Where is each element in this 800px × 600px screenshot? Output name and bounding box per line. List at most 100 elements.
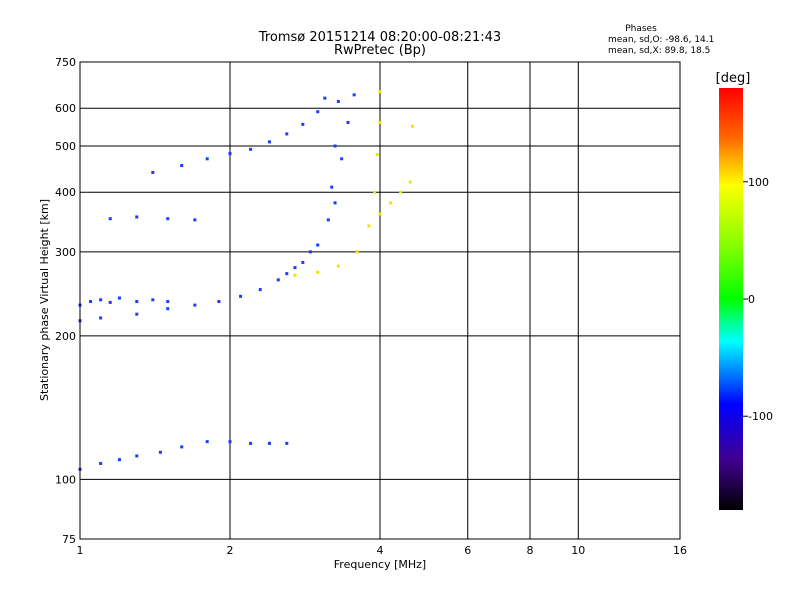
data-point xyxy=(99,461,103,465)
data-point xyxy=(267,140,271,144)
colorbar-tick-label: -100 xyxy=(748,410,773,423)
data-point xyxy=(135,215,139,219)
y-tick-label: 75 xyxy=(62,533,76,546)
chart-title: Tromsø 20151214 08:20:00-08:21:43 xyxy=(258,30,501,45)
data-point xyxy=(316,270,320,274)
data-point xyxy=(375,152,379,156)
data-point xyxy=(293,273,297,277)
data-point xyxy=(180,445,184,449)
y-tick-label: 400 xyxy=(55,186,76,199)
data-point xyxy=(285,272,289,276)
data-point xyxy=(205,440,209,444)
x-tick-label: 2 xyxy=(227,544,234,557)
data-point xyxy=(239,294,243,298)
data-point xyxy=(285,132,289,136)
data-point xyxy=(135,300,139,304)
x-tick-labels: 1 2 4 6 8 10 16 xyxy=(77,544,688,557)
y-axis-label: Stationary phase Virtual Height [km] xyxy=(38,199,51,401)
data-point xyxy=(308,250,312,254)
data-point xyxy=(205,157,209,161)
plot-frame xyxy=(79,61,681,540)
y-tick-label: 600 xyxy=(55,102,76,115)
data-point xyxy=(373,190,377,194)
data-point xyxy=(316,243,320,247)
data-point xyxy=(158,450,162,454)
colorbar-label: [deg] xyxy=(716,71,751,86)
chart-subtitle: RwPretec (Bp) xyxy=(334,43,426,58)
colorbar-tick-label: 100 xyxy=(748,176,769,189)
data-point xyxy=(333,144,337,148)
data-point xyxy=(355,250,359,254)
x-axis-label: Frequency [MHz] xyxy=(334,558,426,571)
x-tick-label: 1 xyxy=(77,544,84,557)
y-tick-label: 500 xyxy=(55,140,76,153)
data-point xyxy=(193,218,197,222)
data-point xyxy=(193,303,197,307)
data-point xyxy=(151,170,155,174)
data-point xyxy=(301,122,305,126)
data-point xyxy=(166,300,170,304)
y-tick-label: 300 xyxy=(55,246,76,259)
data-point xyxy=(166,307,170,311)
phases-heading: Phases xyxy=(625,24,657,34)
data-point xyxy=(267,441,271,445)
data-point xyxy=(258,288,262,292)
data-point xyxy=(99,316,103,320)
data-point xyxy=(135,312,139,316)
data-point xyxy=(89,300,93,304)
data-point xyxy=(135,454,139,458)
x-tick-label: 16 xyxy=(673,544,687,557)
data-point xyxy=(336,99,340,103)
data-point xyxy=(336,264,340,268)
data-point xyxy=(249,441,253,445)
data-point xyxy=(99,298,103,302)
data-point xyxy=(378,121,382,125)
y-tick-label: 100 xyxy=(55,473,76,486)
data-point xyxy=(151,298,155,302)
colorbar-ticks: 100 0 -100 xyxy=(743,176,773,423)
data-point xyxy=(399,190,403,194)
data-point xyxy=(276,278,280,282)
colorbar-tick-label: 0 xyxy=(748,293,755,306)
data-point xyxy=(301,260,305,264)
data-point xyxy=(249,147,253,151)
data-point xyxy=(378,212,382,216)
data-point xyxy=(346,121,350,125)
data-point xyxy=(293,266,297,270)
colorbar xyxy=(719,88,743,510)
phases-o-stats: mean, sd,O: -98.6, 14.1 xyxy=(608,35,714,45)
y-tick-label: 750 xyxy=(55,56,76,69)
data-points xyxy=(78,90,415,471)
data-point xyxy=(316,110,320,114)
data-point xyxy=(323,96,327,100)
data-point xyxy=(411,124,415,128)
data-point xyxy=(408,180,412,184)
data-point xyxy=(108,300,112,304)
data-point xyxy=(340,157,344,161)
data-point xyxy=(330,185,334,189)
data-point xyxy=(180,164,184,168)
y-tick-labels: 75 100 200 300 400 500 600 750 xyxy=(55,56,76,546)
data-point xyxy=(352,93,356,97)
data-point xyxy=(108,217,112,221)
data-point xyxy=(285,441,289,445)
data-point xyxy=(117,458,121,462)
x-tick-label: 4 xyxy=(377,544,384,557)
x-tick-label: 8 xyxy=(527,544,534,557)
data-point xyxy=(228,152,232,156)
data-point xyxy=(228,440,232,444)
phases-x-stats: mean, sd,X: 89.8, 18.5 xyxy=(608,46,710,56)
data-point xyxy=(378,90,382,94)
data-point xyxy=(389,201,393,205)
x-tick-label: 6 xyxy=(464,544,471,557)
x-tick-label: 10 xyxy=(571,544,585,557)
data-point xyxy=(333,201,337,205)
data-point xyxy=(117,296,121,300)
grid-lines xyxy=(80,62,680,539)
data-point xyxy=(367,224,371,228)
data-point xyxy=(217,300,221,304)
data-point xyxy=(326,218,330,222)
data-point xyxy=(166,217,170,221)
y-tick-label: 200 xyxy=(55,330,76,343)
